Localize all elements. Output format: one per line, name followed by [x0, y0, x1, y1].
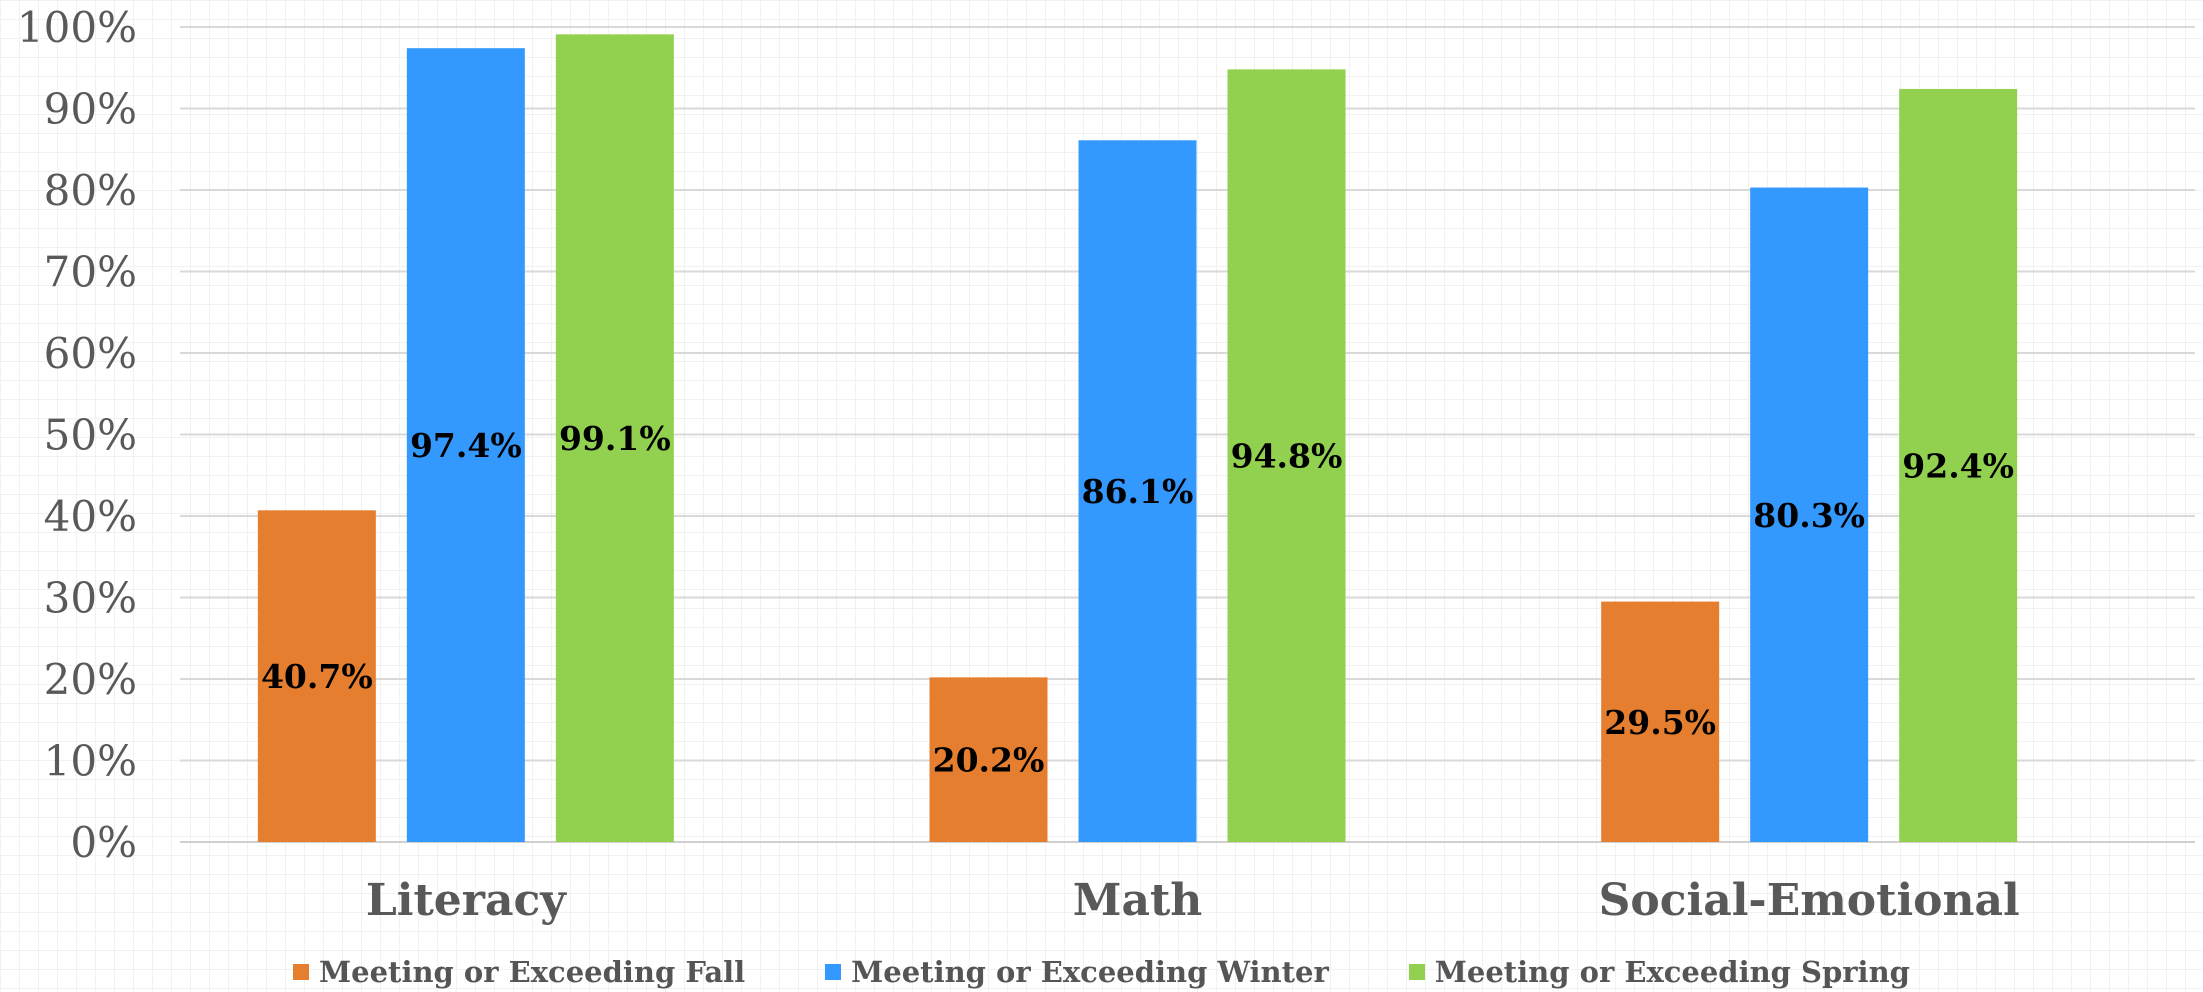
y-tick-label: 60% [44, 329, 137, 378]
bar [406, 48, 525, 842]
legend-item-fall: Meeting or Exceeding Fall [293, 955, 745, 989]
legend-item-winter: Meeting or Exceeding Winter [825, 955, 1329, 989]
x-category-label: Literacy [366, 875, 567, 926]
bar [929, 677, 1048, 842]
legend: Meeting or Exceeding Fall Meeting or Exc… [0, 952, 2203, 992]
legend-label-winter: Meeting or Exceeding Winter [851, 955, 1329, 989]
legend-swatch-fall [293, 964, 310, 980]
bar [1899, 88, 2018, 842]
y-tick-label: 10% [44, 737, 137, 786]
bar [257, 510, 376, 842]
legend-label-fall: Meeting or Exceeding Fall [319, 955, 746, 989]
y-tick-label: 40% [44, 492, 137, 541]
bar [1601, 601, 1720, 842]
data-label: 80.3% [1753, 496, 1865, 535]
legend-swatch-spring [1408, 964, 1425, 980]
y-tick-label: 30% [44, 574, 137, 623]
y-tick-label: 0% [70, 818, 137, 867]
bar [555, 34, 674, 842]
data-label: 92.4% [1902, 446, 2014, 485]
data-label: 40.7% [261, 657, 373, 696]
data-label: 97.4% [410, 426, 522, 465]
bar [1750, 187, 1869, 842]
y-tick-label: 20% [44, 655, 137, 704]
y-tick-label: 100% [17, 3, 137, 52]
x-category-label: Math [1073, 875, 1203, 926]
y-tick-label: 80% [44, 166, 137, 215]
legend-item-spring: Meeting or Exceeding Spring [1408, 955, 1910, 989]
bar [1227, 69, 1346, 842]
bar [1078, 140, 1197, 842]
y-tick-label: 50% [44, 411, 137, 460]
data-label: 20.2% [933, 741, 1045, 780]
data-label: 94.8% [1231, 437, 1343, 476]
data-label: 86.1% [1082, 472, 1194, 511]
x-category-label: Social-Emotional [1599, 875, 2020, 926]
y-tick-label: 70% [44, 248, 137, 297]
y-tick-label: 90% [44, 85, 137, 134]
data-label: 99.1% [559, 419, 671, 458]
legend-label-spring: Meeting or Exceeding Spring [1434, 955, 1910, 989]
legend-swatch-winter [825, 964, 842, 980]
data-label: 29.5% [1604, 703, 1716, 742]
